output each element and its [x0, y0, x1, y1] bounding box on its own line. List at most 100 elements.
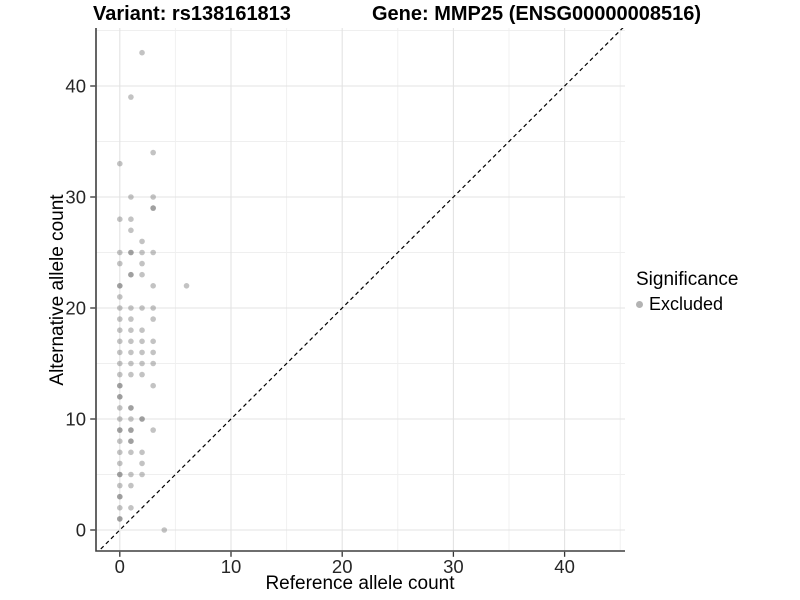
- scatter-point: [117, 327, 123, 334]
- scatter-point: [128, 371, 134, 378]
- scatter-point: [117, 382, 123, 389]
- legend-title: Significance: [636, 269, 739, 290]
- plot-title-variant: Variant: rs138161813: [93, 3, 291, 25]
- scatter-point: [117, 416, 123, 422]
- scatter-point: [117, 493, 123, 500]
- scatter-point: [117, 482, 123, 489]
- scatter-point: [128, 360, 134, 367]
- scatter-point: [128, 338, 134, 345]
- scatter-point: [117, 260, 123, 267]
- scatter-point: [139, 416, 145, 422]
- scatter-point: [117, 382, 123, 389]
- scatter-point: [150, 305, 156, 311]
- scatter-point: [139, 327, 145, 334]
- scatter-point: [117, 471, 123, 478]
- scatter-point: [117, 493, 123, 500]
- scatter-point: [150, 205, 156, 211]
- y-tick-label: 10: [65, 409, 86, 430]
- scatter-point: [128, 305, 134, 311]
- legend: Significance Excluded: [636, 269, 738, 314]
- y-tick-label: 20: [65, 298, 86, 319]
- x-tick-label: 20: [332, 556, 353, 577]
- scatter-point: [128, 427, 134, 433]
- scatter-point: [128, 216, 134, 222]
- scatter-point: [117, 505, 123, 511]
- scatter-point: [128, 416, 134, 422]
- scatter-point: [128, 405, 134, 411]
- scatter-point: [161, 527, 168, 533]
- scatter-point: [128, 438, 134, 445]
- x-tick-labels: 0 10 20 30 40: [115, 556, 575, 577]
- scatter-point: [117, 394, 123, 400]
- scatter-point: [117, 449, 123, 456]
- scatter-point: [117, 294, 123, 300]
- scatter-point: [117, 438, 123, 445]
- scatter-point: [128, 94, 134, 100]
- scatter-point: [117, 160, 123, 167]
- scatter-point: [117, 283, 123, 289]
- scatter-point: [150, 349, 156, 356]
- scatter-point: [128, 405, 134, 411]
- scatter-point: [128, 194, 134, 200]
- scatter-point: [139, 305, 145, 311]
- scatter-point: [117, 249, 123, 256]
- tick-marks: [90, 85, 566, 557]
- scatter-point: [128, 249, 134, 256]
- scatter-point: [117, 283, 123, 289]
- scatter-point: [139, 360, 145, 367]
- scatter-point: [117, 427, 123, 433]
- scatter-point: [139, 416, 145, 422]
- scatter-point: [117, 460, 123, 467]
- identity-line: [97, 28, 624, 551]
- y-tick-label: 40: [65, 76, 86, 97]
- plot-title-gene: Gene: MMP25 (ENSG00000008516): [372, 3, 702, 25]
- scatter-point: [139, 271, 145, 278]
- scatter-point: [150, 194, 156, 200]
- scatter-point: [128, 327, 134, 334]
- scatter-point: [139, 238, 145, 245]
- scatter-point: [128, 316, 134, 322]
- legend-point-icon: [636, 300, 643, 308]
- scatter-point: [150, 382, 156, 389]
- scatter-point: [117, 427, 123, 433]
- scatter-point: [117, 371, 123, 378]
- major-gridlines: [96, 28, 625, 551]
- y-tick-label: 0: [76, 520, 86, 541]
- legend-item-label: Excluded: [649, 294, 724, 314]
- scatter-point: [139, 338, 145, 345]
- scatter-point: [117, 349, 123, 356]
- scatter-point: [117, 405, 123, 411]
- scatter-point: [139, 249, 145, 256]
- scatter-point: [150, 249, 156, 256]
- scatter-point: [128, 482, 134, 489]
- scatter-point: [117, 516, 123, 522]
- scatter-point: [150, 205, 156, 211]
- y-axis-title: Alternative allele count: [47, 194, 68, 386]
- axis-lines: [95, 28, 625, 552]
- scatter-point: [128, 438, 134, 445]
- scatter-point: [128, 471, 134, 478]
- scatter-point: [150, 360, 156, 367]
- scatter-point: [183, 283, 190, 289]
- scatter-point: [139, 449, 145, 456]
- scatter-point: [139, 49, 145, 56]
- scatter-point: [150, 316, 156, 322]
- scatter-point: [117, 338, 123, 345]
- scatter-point: [150, 283, 156, 289]
- scatter-point: [117, 360, 123, 367]
- x-axis-title: Reference allele count: [265, 573, 455, 594]
- scatter-point: [128, 271, 134, 278]
- scatter-point: [139, 471, 145, 478]
- scatter-point: [128, 349, 134, 356]
- scatter-point: [150, 427, 156, 433]
- scatter-point: [128, 249, 134, 256]
- minor-gridlines: [96, 28, 625, 551]
- scatter-point: [117, 394, 123, 400]
- scatter-point: [117, 471, 123, 478]
- x-tick-label: 30: [443, 556, 464, 577]
- x-tick-label: 10: [221, 556, 242, 577]
- scatter-point: [117, 305, 123, 311]
- scatter-point: [150, 338, 156, 345]
